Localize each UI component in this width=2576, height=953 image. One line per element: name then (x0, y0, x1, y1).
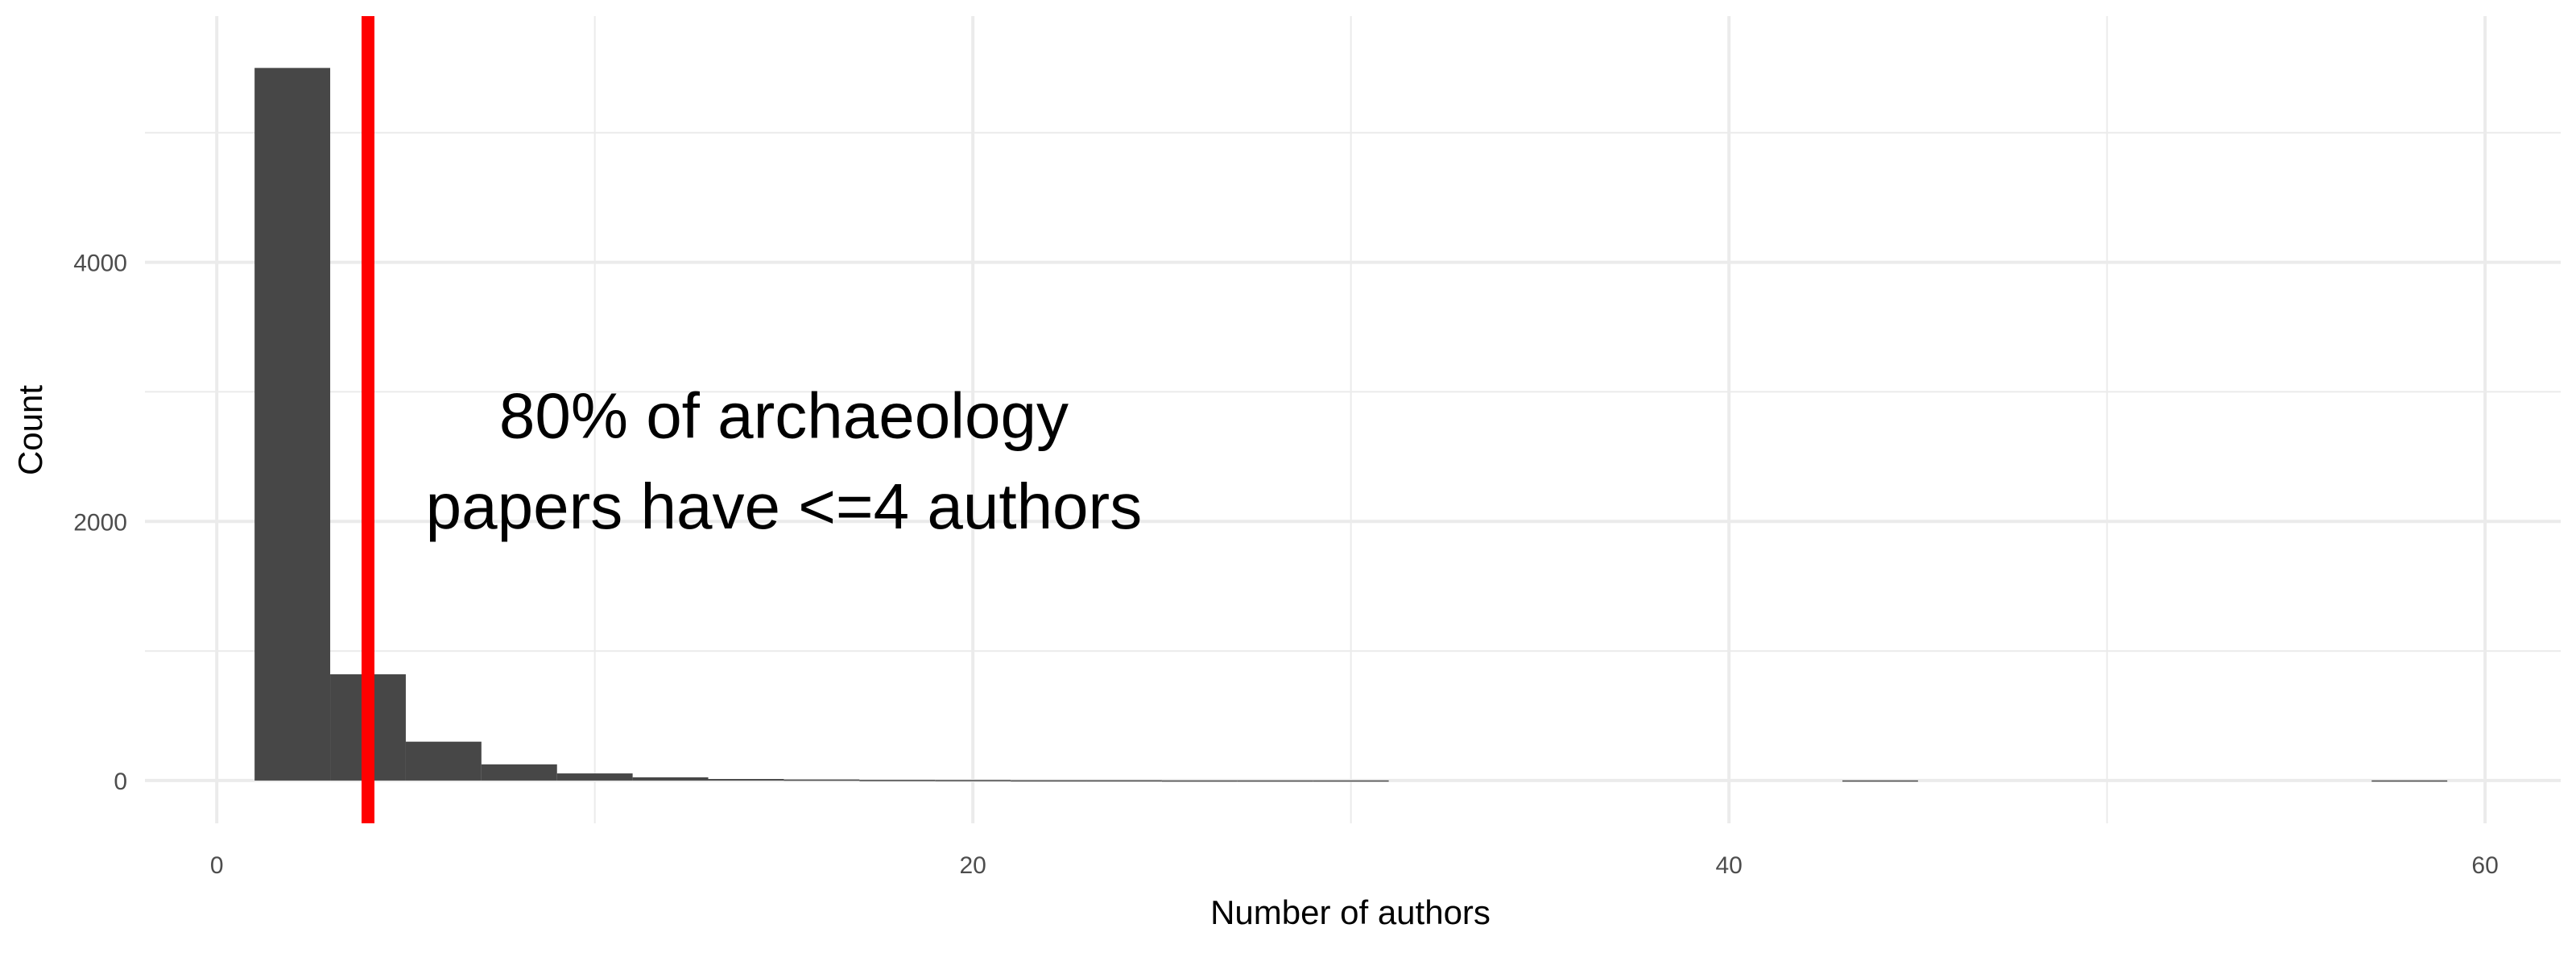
histogram-bar (1086, 780, 1162, 782)
histogram-bar (935, 780, 1011, 781)
x-tick-label: 20 (959, 852, 986, 879)
histogram-bar (784, 779, 860, 781)
histogram-bar (859, 780, 936, 781)
annotation-line: papers have <=4 authors (426, 470, 1143, 542)
histogram-bar (1842, 780, 1918, 782)
histogram-bar (556, 773, 633, 781)
x-axis-ticks: 0 20 40 60 (210, 852, 2499, 879)
y-tick-label: 4000 (73, 251, 127, 277)
histogram-bar (1313, 780, 1389, 782)
histogram-bar (254, 68, 331, 781)
histogram-bar (632, 777, 709, 781)
y-axis-title: Count (11, 385, 49, 475)
x-tick-label: 0 (210, 852, 224, 879)
x-tick-label: 40 (1715, 852, 1742, 879)
histogram-bar (1237, 780, 1313, 782)
histogram-bar (481, 764, 557, 781)
histogram-bar (708, 778, 784, 781)
x-tick-label: 60 (2471, 852, 2498, 879)
histogram-bar (1011, 780, 1087, 782)
histogram-bar (1161, 780, 1238, 782)
y-axis-ticks: 0 2000 4000 (73, 251, 127, 795)
annotation-group: 80% of archaeology papers have <=4 author… (426, 379, 1143, 542)
y-tick-label: 2000 (73, 509, 127, 536)
histogram-bar (405, 741, 482, 781)
annotation-line: 80% of archaeology (499, 379, 1069, 451)
histogram-bar (2371, 780, 2448, 782)
x-axis-title: Number of authors (1210, 893, 1491, 931)
y-tick-label: 0 (114, 769, 127, 795)
